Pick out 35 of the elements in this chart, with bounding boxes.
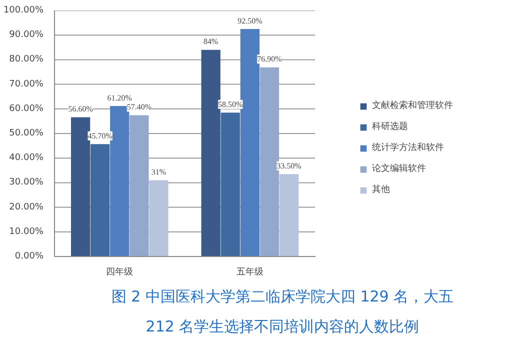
bar [90,144,110,256]
x-tick-label: 五年级 [236,266,264,278]
y-tick-label: 80.00% [9,54,44,65]
data-label: 31% [151,168,166,177]
bar [201,50,220,256]
y-tick-label: 90.00% [9,30,44,40]
bar [220,112,240,256]
data-label: 45.70% [88,131,113,140]
y-tick-label: 0.00% [14,252,44,262]
data-label: 76.90% [257,54,282,64]
y-tick-label: 70.00% [9,79,44,90]
data-label: 58.50% [218,100,244,109]
legend-label: 统计学方法和软件 [372,142,444,154]
x-tick-label: 四年级 [106,266,134,278]
legend-label: 其他 [372,184,391,196]
y-tick-label: 50.00% [9,128,44,138]
y-tick-label: 10.00% [9,226,44,237]
bar [130,115,149,256]
y-tick-label: 60.00% [9,104,44,114]
data-label: 92.50% [238,16,263,26]
data-label: 84% [204,37,219,46]
data-label: 57.40% [126,102,152,112]
data-label: 61.20% [107,93,132,102]
legend-label: 论文编辑软件 [372,162,426,175]
legend-label: 科研选题 [372,120,408,133]
data-label: 33.50% [276,161,302,170]
legend-label: 文献检索和管理软件 [372,100,453,112]
y-tick-label: 40.00% [9,153,44,164]
y-tick-label: 30.00% [9,178,44,188]
y-tick-label: 20.00% [9,202,44,212]
data-label: 56.60% [68,104,94,114]
text: 图 2 中国医科大学第二临床学院大四 129 名，大五 212 名学生选择不同培训内容的人数比例 [111,288,454,336]
bar [279,174,299,256]
bar [149,180,168,256]
y-tick-label: 100.00% [3,6,44,16]
